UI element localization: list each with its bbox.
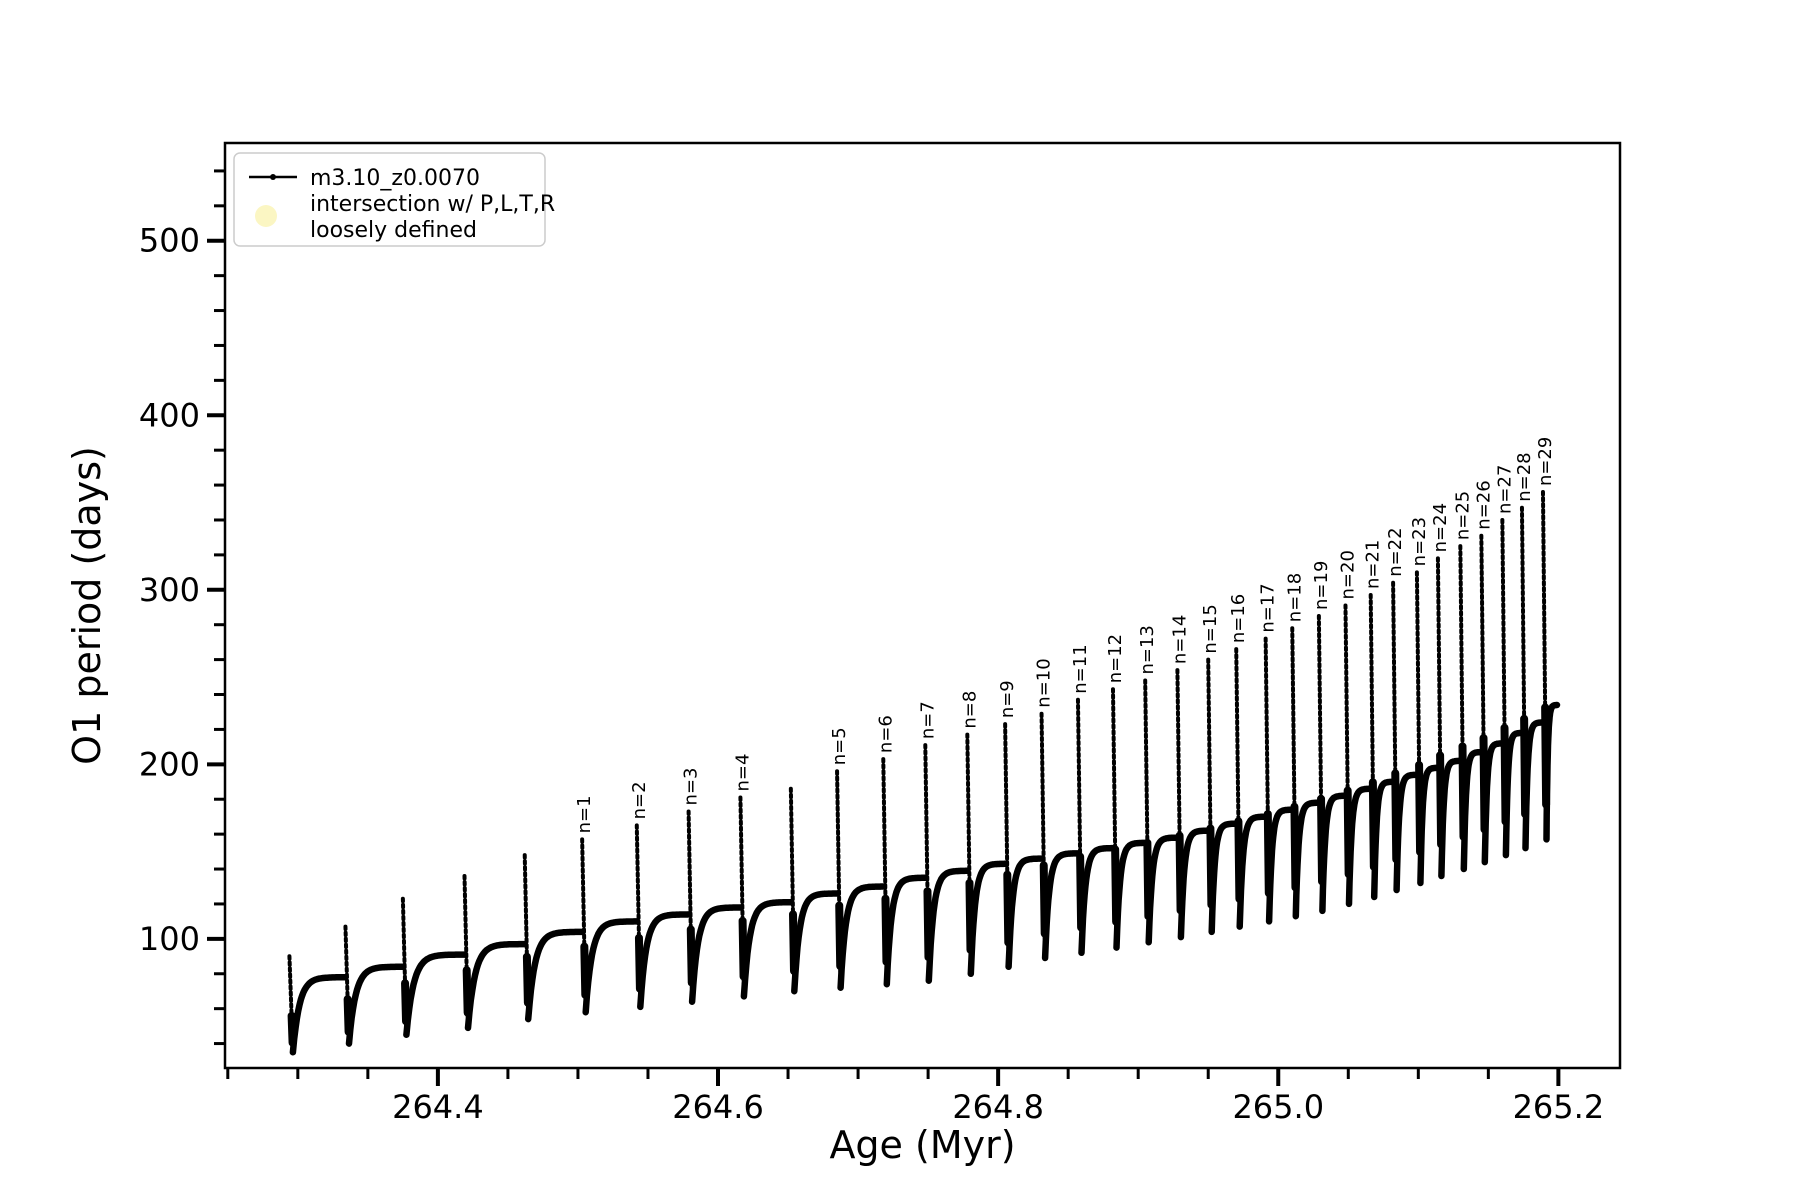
recovery-curve (883, 874, 929, 988)
y-tick-label: 500 (139, 222, 200, 260)
pulse-label: n=12 (1105, 634, 1126, 683)
x-tick-label: 264.6 (672, 1088, 764, 1126)
pulse-label: n=16 (1228, 594, 1249, 643)
recovery-curve (1543, 701, 1561, 843)
x-tick-label: 264.8 (952, 1088, 1044, 1126)
recovery-curve (1078, 844, 1117, 957)
pulse-label: n=20 (1337, 550, 1358, 599)
x-tick-label: 265.0 (1232, 1088, 1324, 1126)
legend-label-series: m3.10_z0.0070 (310, 166, 480, 191)
legend-label-intersection-line2: loosely defined (310, 218, 477, 243)
pulse-label: n=2 (629, 781, 650, 819)
recovery-curve (791, 890, 841, 995)
pulse-label: n=25 (1452, 491, 1473, 540)
recovery-curve (1417, 764, 1442, 887)
recovery-curve (289, 974, 349, 1056)
recovery-curve (688, 904, 744, 1005)
x-tick-label: 265.2 (1513, 1088, 1605, 1126)
pulse-label: n=3 (681, 767, 702, 805)
legend-intersection-marker (255, 205, 277, 227)
recovery-curve (740, 898, 795, 1000)
legend-dot-marker (270, 174, 276, 180)
x-tick-label: 264.4 (392, 1088, 484, 1126)
recovery-curve (1319, 792, 1349, 915)
pulse-label: n=11 (1070, 644, 1091, 693)
pulse-label: n=22 (1385, 527, 1406, 576)
pulse-label: n=7 (917, 701, 938, 739)
pulse-label: n=15 (1200, 604, 1221, 653)
recovery-curve (1393, 771, 1421, 894)
recovery-curve (403, 951, 468, 1039)
recovery-curve (1208, 820, 1240, 936)
legend-label-intersection-line1: intersection w/ P,L,T,R (310, 192, 555, 217)
recovery-curve (1113, 839, 1149, 951)
pulse-label: n=27 (1494, 465, 1515, 514)
pulse-label: n=13 (1137, 625, 1158, 674)
y-tick-label: 100 (139, 920, 200, 958)
recovery-curve (1041, 850, 1082, 962)
y-tick-label: 400 (139, 396, 200, 434)
recovery-curve (1438, 757, 1464, 880)
recovery-curve (1370, 778, 1397, 901)
y-tick-label: 200 (139, 745, 200, 783)
recovery-curve (637, 911, 692, 1011)
legend-box (233, 152, 546, 247)
recovery-curve (1005, 855, 1045, 971)
recovery-curve (967, 860, 1009, 978)
recovery-curve (1236, 813, 1269, 930)
recovery-curve (1265, 806, 1296, 925)
recovery-curve (524, 928, 586, 1023)
axes-frame (223, 141, 1622, 1070)
recovery-curve (1145, 834, 1181, 946)
pulse-label: n=1 (574, 795, 595, 833)
x-axis-label: Age (Myr) (829, 1123, 1015, 1167)
pulse-label: n=9 (997, 680, 1018, 718)
recovery-curve (345, 963, 407, 1047)
pulse-label: n=5 (829, 727, 850, 765)
recovery-curve (1522, 719, 1547, 852)
pulse-label: n=28 (1514, 452, 1535, 501)
recovery-curve (582, 918, 641, 1016)
recovery-curve (1481, 740, 1506, 866)
pulse-label: n=26 (1473, 480, 1494, 529)
recovery-curve (1460, 748, 1485, 873)
pulse-label: n=17 (1258, 583, 1279, 632)
pulse-label: n=6 (875, 715, 896, 753)
pulse-label: n=10 (1034, 658, 1055, 707)
y-tick-label: 300 (139, 571, 200, 609)
recovery-curve (464, 940, 528, 1032)
recovery-curve (1177, 827, 1212, 941)
pulse-label: n=21 (1363, 540, 1384, 589)
pulse-label: n=23 (1409, 517, 1430, 566)
y-axis-label: O1 period (days) (65, 446, 109, 765)
pulse-label: n=24 (1430, 503, 1451, 552)
pulse-label: n=4 (732, 754, 753, 792)
recovery-curve (1502, 729, 1526, 859)
pulse-label: n=18 (1284, 573, 1305, 622)
recovery-curve (1345, 785, 1374, 908)
pulse-label: n=19 (1311, 561, 1332, 610)
pulse-label: n=8 (959, 691, 980, 729)
pulse-label: n=29 (1535, 437, 1556, 486)
recovery-curve (1292, 799, 1323, 920)
recovery-curve (837, 883, 887, 991)
recovery-curve (925, 867, 971, 984)
pulse-label: n=14 (1169, 615, 1190, 664)
